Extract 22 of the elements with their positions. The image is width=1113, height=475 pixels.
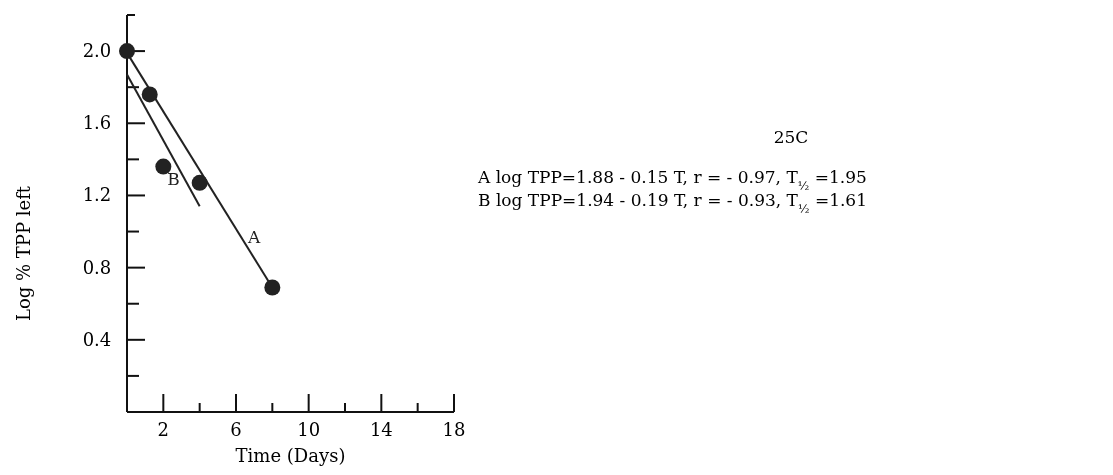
point <box>155 158 172 175</box>
y-tick-label: 1.6 <box>82 112 112 134</box>
x-tick-label: 10 <box>297 419 321 440</box>
x-tick-label: 6 <box>230 419 242 440</box>
point <box>264 279 281 296</box>
text: A log TPP=1.88 - 0.15 T, r = - 0.97, T$_{½}$ =1.95 <box>477 167 867 193</box>
text: B log TPP=1.94 - 0.19 T, r = - 0.93, T$_{½}$ =1.61 <box>478 190 867 216</box>
x-tick-label: 18 <box>442 419 466 440</box>
y-tick-label: 1.2 <box>82 184 112 206</box>
series-label: B <box>167 169 180 190</box>
point <box>191 174 208 191</box>
y-tick-label: 0.4 <box>82 328 112 350</box>
y-tick-label: 2.0 <box>82 40 112 62</box>
x-axis-title: Time (Days) <box>235 445 346 466</box>
point <box>119 43 135 60</box>
x-tick-label: 14 <box>369 419 393 440</box>
x-tick-label: 2 <box>157 419 170 440</box>
series-label: A <box>247 226 261 247</box>
text: 25C <box>773 127 809 147</box>
point <box>141 86 158 103</box>
y-tick-label: 0.8 <box>82 256 112 278</box>
y-axis-title: Log % TPP left <box>13 185 34 322</box>
